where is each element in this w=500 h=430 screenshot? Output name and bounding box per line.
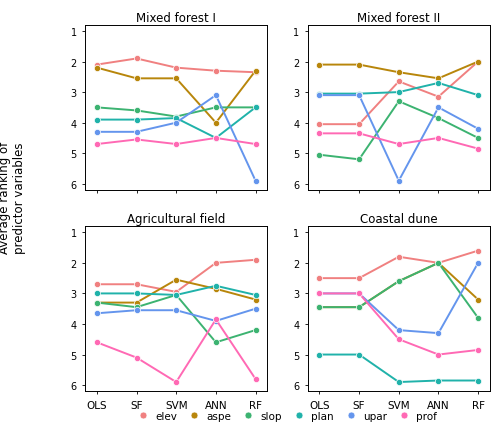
Title: Mixed forest I: Mixed forest I	[136, 12, 216, 25]
Title: Mixed forest II: Mixed forest II	[357, 12, 440, 25]
Title: Agricultural field: Agricultural field	[127, 212, 226, 225]
Legend: elev, aspe, slop, plan, upar, prof: elev, aspe, slop, plan, upar, prof	[128, 406, 442, 425]
Text: Average ranking of
predictor variables: Average ranking of predictor variables	[0, 142, 26, 254]
Title: Coastal dune: Coastal dune	[360, 212, 438, 225]
